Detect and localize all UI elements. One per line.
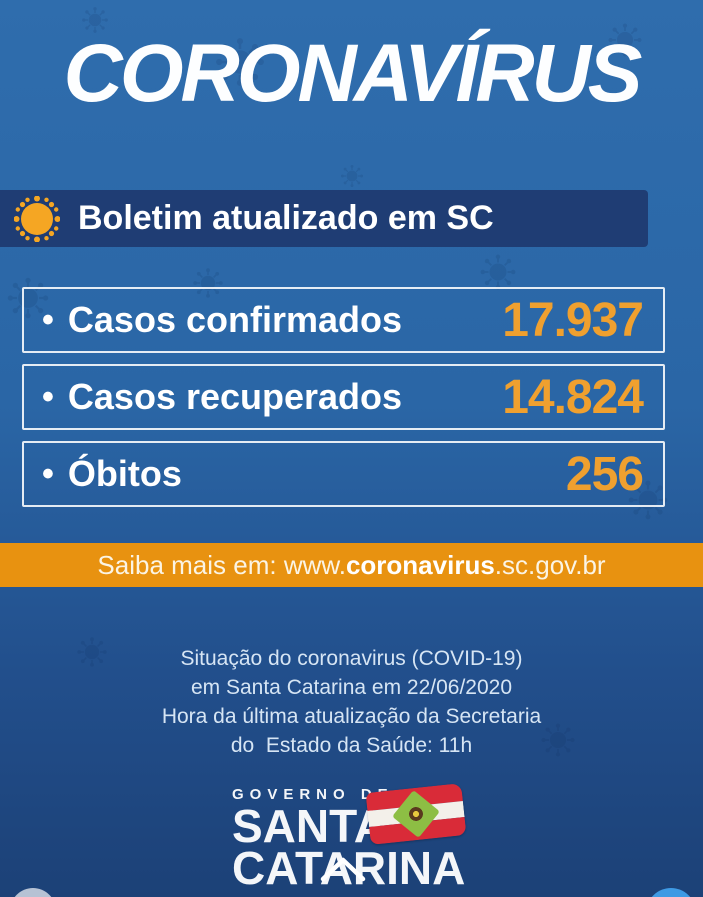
stat-row-confirmed: • Casos confirmados 17.937: [22, 287, 665, 353]
link-prefix: Saiba mais em: www.: [97, 549, 346, 580]
stat-value: 256: [565, 447, 644, 501]
bullet-icon: •: [42, 455, 54, 493]
stat-label: Óbitos: [67, 453, 182, 494]
info-line: do Estado da Saúde: 11h: [230, 734, 473, 757]
stat-label: Casos recuperados: [67, 376, 403, 417]
bullet-icon: •: [42, 301, 54, 339]
stat-row-recovered: • Casos recuperados 14.824: [22, 364, 665, 430]
bottom-right-button[interactable]: [646, 888, 696, 897]
stat-label: Casos confirmados: [67, 299, 402, 340]
info-line: em Santa Catarina em 22/06/2020: [190, 676, 513, 699]
bulletin-banner-label: Boletim atualizado em SC: [78, 199, 494, 237]
bulletin-banner: Boletim atualizado em SC: [0, 190, 648, 247]
situation-info: Situação do coronavirus (COVID-19) em Sa…: [0, 644, 703, 760]
link-suffix: .sc.gov.br: [494, 549, 606, 580]
stat-value: 17.937: [502, 293, 644, 347]
info-line: Hora da última atualização da Secretaria: [161, 705, 542, 728]
link-banner: Saiba mais em: www. coronavirus .sc.gov.br: [0, 543, 703, 587]
santa-catarina-flag-icon: [365, 783, 467, 845]
bottom-left-button[interactable]: [10, 888, 56, 897]
poster-title: CORONAVÍRUS: [63, 28, 643, 119]
stats-list: • Casos confirmados 17.937 • Casos recup…: [22, 287, 665, 518]
bullet-icon: •: [42, 378, 54, 416]
link-bold: coronavirus: [345, 549, 495, 580]
virus-icon: [14, 196, 60, 242]
logo-governo-de: GOVERNO DE: [232, 786, 394, 803]
stat-value: 14.824: [502, 370, 644, 424]
stat-row-deaths: • Óbitos 256: [22, 441, 665, 507]
logo-santa: SANTA: [232, 800, 388, 852]
info-line: Situação do coronavirus (COVID-19): [180, 647, 523, 670]
chevron-up-icon[interactable]: [318, 855, 368, 883]
